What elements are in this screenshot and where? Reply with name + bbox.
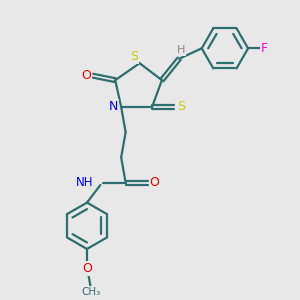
Text: O: O — [82, 69, 91, 82]
Text: O: O — [82, 262, 92, 275]
Text: H: H — [176, 45, 185, 56]
Text: O: O — [149, 176, 159, 189]
Text: S: S — [130, 50, 138, 63]
Text: NH: NH — [76, 176, 94, 189]
Text: CH₃: CH₃ — [81, 287, 100, 297]
Text: S: S — [177, 100, 185, 113]
Text: F: F — [261, 42, 268, 55]
Text: N: N — [109, 100, 119, 113]
